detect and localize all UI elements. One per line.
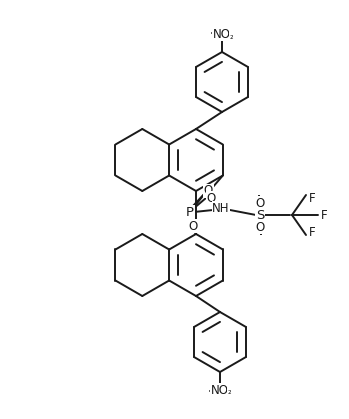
Text: O: O [188,220,198,233]
Text: ₂: ₂ [227,388,231,396]
Text: O: O [204,184,213,197]
Text: F: F [321,209,327,222]
Text: S: S [256,209,264,222]
Text: F: F [309,225,315,238]
Text: O: O [255,197,265,210]
Text: O: O [206,191,216,204]
Text: O: O [255,220,265,233]
Text: P: P [186,205,194,218]
Text: NH: NH [212,202,230,215]
Text: F: F [309,191,315,204]
Text: NO: NO [213,28,231,41]
Text: ₂: ₂ [229,31,233,41]
Text: NO: NO [211,383,229,396]
